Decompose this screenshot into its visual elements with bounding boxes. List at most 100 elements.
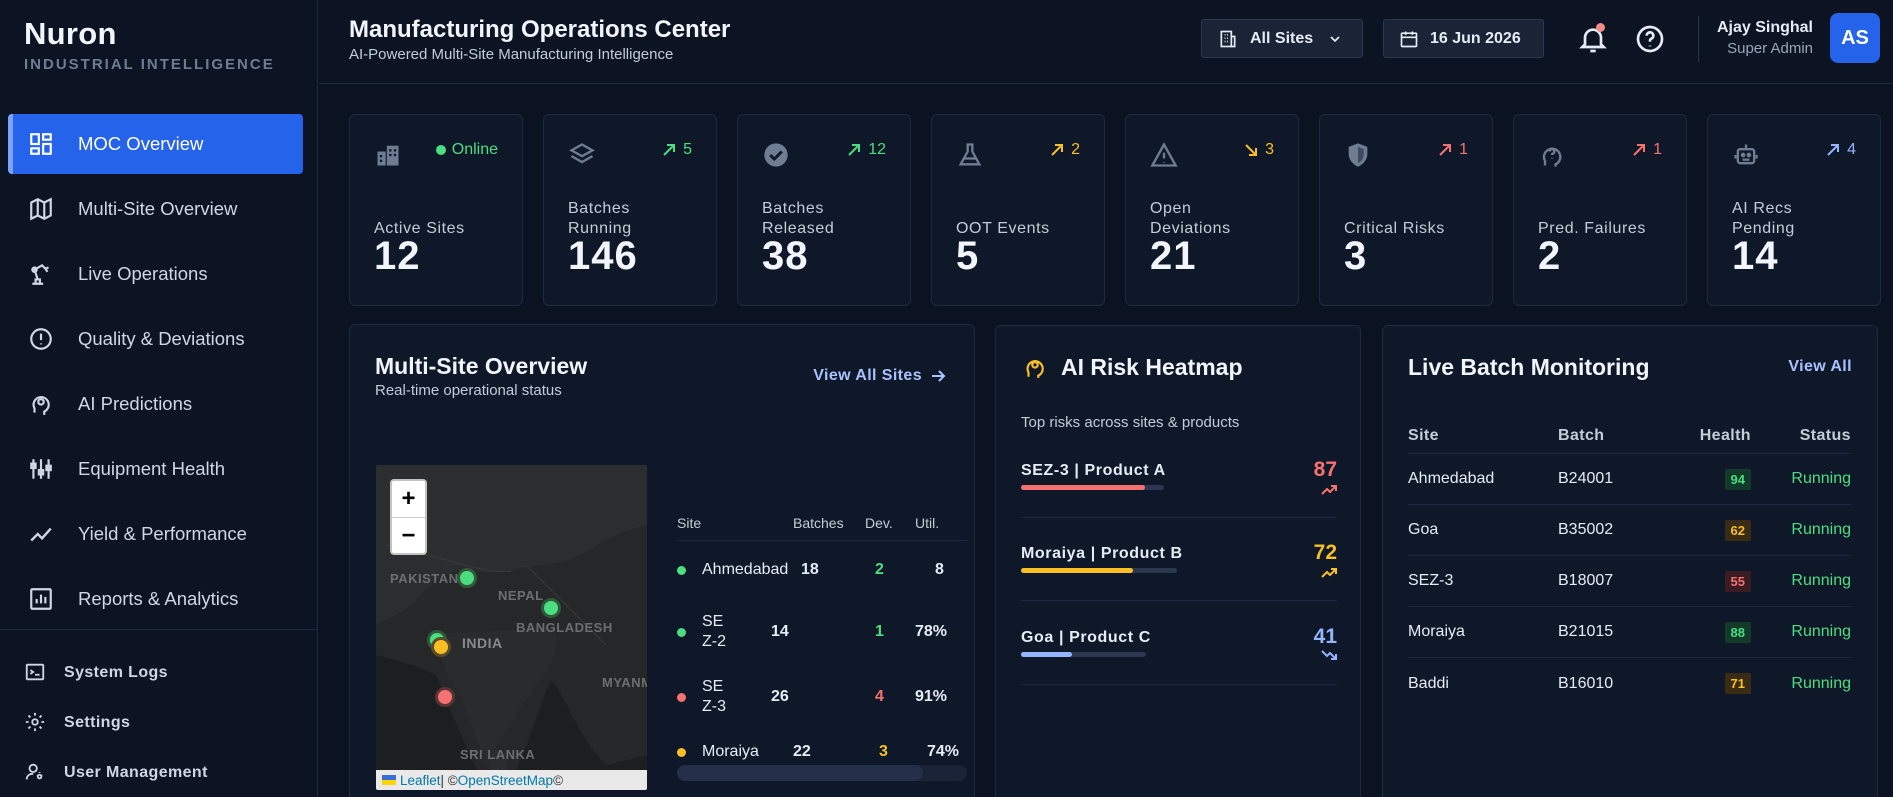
column-header: Site xyxy=(677,514,702,531)
sidebar-item-user-management[interactable]: User Management xyxy=(24,748,304,797)
user-gear-icon xyxy=(24,761,48,785)
status-cell: Running xyxy=(1791,470,1851,487)
table-row[interactable]: Ahmedabad 18 2 8 xyxy=(677,541,967,599)
kpi-card-ai-recs-pending[interactable]: 4 AI Recs Pending 14 xyxy=(1707,114,1881,306)
sidebar-item-multi-site-overview[interactable]: Multi-Site Overview xyxy=(8,179,303,239)
sidebar-item-moc-overview[interactable]: MOC Overview xyxy=(8,114,303,174)
table-row[interactable]: Baddi B16010 71 Running xyxy=(1408,658,1851,709)
sidebar-item-label: Live Operations xyxy=(78,263,208,284)
zoom-in-button[interactable]: + xyxy=(401,485,416,512)
kpi-card-pred-failures[interactable]: 1 Pred. Failures 2 xyxy=(1513,114,1687,306)
table-row[interactable]: Goa B35002 62 Running xyxy=(1408,505,1851,556)
table-row[interactable]: Moraiya B21015 88 Running xyxy=(1408,607,1851,658)
health-cell: 94 xyxy=(1683,468,1767,490)
dev-cell: 2 xyxy=(875,561,884,578)
view-all-batches-link[interactable]: View All xyxy=(1788,358,1852,376)
batches-cell: 26 xyxy=(771,688,789,705)
notifications-button[interactable] xyxy=(1577,23,1609,55)
kpi-card-oot-events[interactable]: 2 OOT Events 5 xyxy=(931,114,1105,306)
sidebar-nav: MOC Overview Multi-Site Overview Live Op… xyxy=(8,114,303,634)
kpi-label: Critical Risks xyxy=(1344,220,1445,237)
kpi-label: AI Recs Pending xyxy=(1732,200,1795,237)
kpi-card-batches-running[interactable]: 5 Batches Running 146 xyxy=(543,114,717,306)
map-marker-site[interactable] xyxy=(431,637,451,657)
zoom-out-button[interactable]: − xyxy=(392,517,425,553)
kpi-card-critical-risks[interactable]: 1 Critical Risks 3 xyxy=(1319,114,1493,306)
map-label: SRI LANKA xyxy=(460,747,536,762)
kpi-label: Pred. Failures xyxy=(1538,220,1646,237)
sidebar-item-live-operations[interactable]: Live Operations xyxy=(8,244,303,304)
batch-cell: B24001 xyxy=(1558,470,1614,487)
sliders-icon xyxy=(26,454,56,484)
sidebar-item-label: Settings xyxy=(64,714,131,731)
batch-cell: B18007 xyxy=(1558,572,1614,589)
risk-item[interactable]: Goa | Product C 41 xyxy=(1021,625,1337,685)
sidebar-item-settings[interactable]: Settings xyxy=(24,698,304,748)
site-cell: Moraiya xyxy=(677,742,793,762)
leaflet-link[interactable]: Leaflet xyxy=(400,772,441,788)
arrow-up-right-icon xyxy=(663,144,676,156)
shield-icon xyxy=(1344,141,1372,169)
warning-triangle-icon xyxy=(1150,141,1178,169)
site-select[interactable]: All Sites xyxy=(1201,19,1363,58)
kpi-badge: Online xyxy=(435,141,498,159)
kpi-badge-text: 1 xyxy=(1459,141,1468,158)
kpi-value: 38 xyxy=(762,234,809,278)
table-row[interactable]: Ahmedabad B24001 94 Running xyxy=(1408,454,1851,505)
brand[interactable]: Nuron INDUSTRIAL INTELLIGENCE xyxy=(24,16,275,73)
table-row[interactable]: SEZ-3 26 4 91% xyxy=(677,665,967,729)
date-picker[interactable]: 16 Jun 2026 xyxy=(1383,19,1544,58)
kpi-label: Open Deviations xyxy=(1150,200,1231,237)
risk-bar-fill xyxy=(1021,485,1146,490)
map-zoom-control: + − xyxy=(390,479,427,555)
notification-dot xyxy=(1596,23,1605,32)
map-marker-site[interactable] xyxy=(435,687,455,707)
view-all-sites-link[interactable]: View All Sites xyxy=(813,367,946,385)
online-status-dot xyxy=(435,145,446,155)
scrollbar-thumb[interactable] xyxy=(677,765,923,781)
column-header: Batch xyxy=(1558,426,1605,444)
map-marker-site[interactable] xyxy=(541,598,561,618)
kpi-card-active-sites[interactable]: Online Active Sites 12 xyxy=(349,114,523,306)
status-cell: Running xyxy=(1791,572,1851,589)
kpi-card-open-deviations[interactable]: 3 Open Deviations 21 xyxy=(1125,114,1299,306)
sidebar-item-equipment-health[interactable]: Equipment Health xyxy=(8,439,303,499)
status-dot xyxy=(677,627,686,637)
chevron-down-icon xyxy=(1330,35,1340,42)
trend-down-icon xyxy=(1321,650,1337,660)
table-row[interactable]: Moraiya 22 3 74% xyxy=(677,729,967,775)
sidebar-item-ai-predictions[interactable]: AI Predictions xyxy=(8,374,303,434)
sidebar-item-yield-performance[interactable]: Yield & Performance xyxy=(8,504,303,564)
gear-icon xyxy=(24,711,48,735)
sidebar-item-system-logs[interactable]: System Logs xyxy=(24,648,304,698)
site-name: SEZ-2 xyxy=(702,613,726,650)
sidebar-item-reports-analytics[interactable]: Reports & Analytics xyxy=(8,569,303,629)
map-marker-site[interactable] xyxy=(457,568,477,588)
table-row[interactable]: SEZ-3 B18007 55 Running xyxy=(1408,556,1851,607)
site-cell: Goa xyxy=(1408,521,1439,538)
brain-gear-icon xyxy=(1026,360,1044,378)
risk-bar-fill xyxy=(1021,568,1134,573)
site-cell: Moraiya xyxy=(1408,623,1465,640)
sidebar-item-label: System Logs xyxy=(64,664,168,681)
page-subtitle: AI-Powered Multi-Site Manufacturing Inte… xyxy=(349,46,674,63)
osm-link[interactable]: OpenStreetMap xyxy=(457,772,554,788)
kpi-card-batches-released[interactable]: 12 Batches Released 38 xyxy=(737,114,911,306)
check-circle-icon xyxy=(762,141,790,169)
map-label: BANGLADESH xyxy=(516,620,613,635)
health-badge: 94 xyxy=(1724,468,1751,490)
risk-item[interactable]: Moraiya | Product B 72 xyxy=(1021,541,1337,601)
health-cell: 88 xyxy=(1683,621,1767,643)
risk-item[interactable]: SEZ-3 | Product A 87 xyxy=(1021,458,1337,518)
trend-icon xyxy=(26,519,56,549)
help-icon xyxy=(1636,25,1664,53)
table-row[interactable]: SEZ-2 14 1 78% xyxy=(677,599,967,665)
kpi-badge-text: 3 xyxy=(1265,141,1274,158)
sidebar-item-quality-deviations[interactable]: Quality & Deviations xyxy=(8,309,303,369)
avatar[interactable]: AS xyxy=(1830,13,1880,63)
site-map[interactable]: + − PAKISTAN NEPAL BANGLADESH INDIA MYAN… xyxy=(376,465,647,790)
help-button[interactable] xyxy=(1634,23,1666,55)
ai-risk-heatmap-panel: AI Risk Heatmap Top risks across sites &… xyxy=(995,325,1361,797)
horizontal-scrollbar[interactable] xyxy=(677,765,967,781)
batches-cell: 14 xyxy=(771,623,789,640)
